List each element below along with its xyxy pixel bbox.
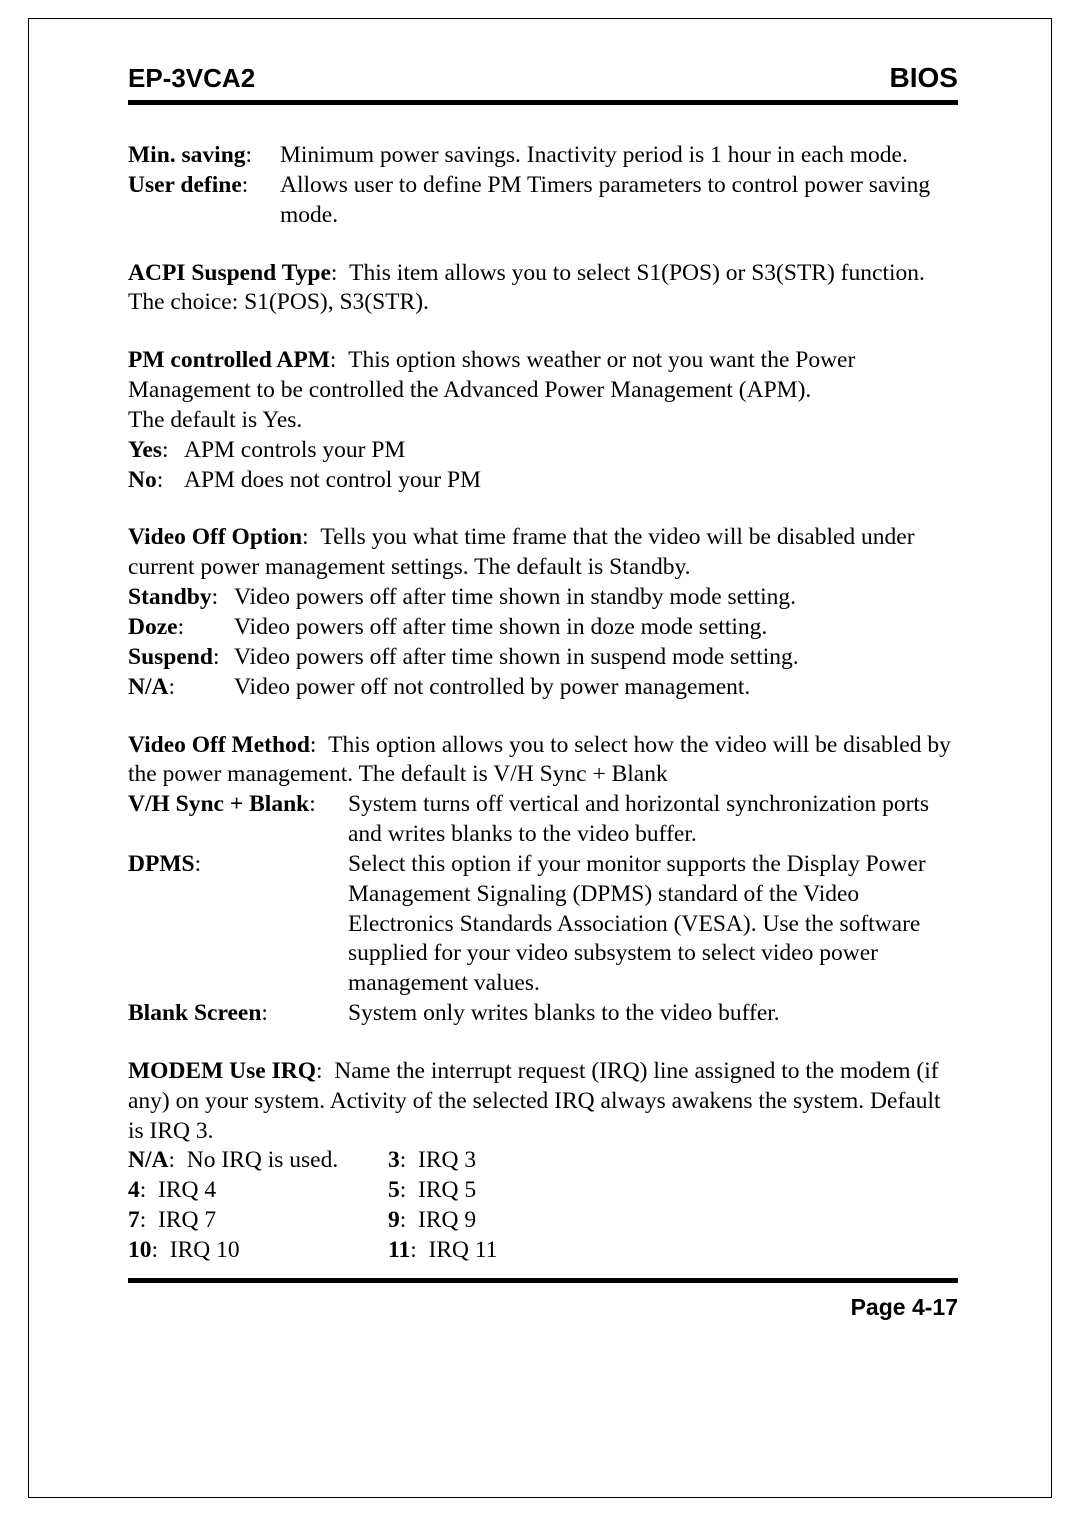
irq-row-1: 4: IRQ 4 5: IRQ 5: [128, 1176, 958, 1206]
pm-apm-yes-label: Yes:: [128, 436, 184, 466]
irq-row-3: 10: IRQ 10 11: IRQ 11: [128, 1236, 958, 1266]
header-left: EP-3VCA2: [128, 63, 255, 94]
header-rule: [128, 100, 958, 105]
vom-vh-label: V/H Sync + Blank:: [128, 790, 348, 850]
vom-blank-label: Blank Screen:: [128, 999, 348, 1029]
irq-row-0: N/A: No IRQ is used. 3: IRQ 3: [128, 1146, 958, 1176]
pm-apm-yes-row: Yes: APM controls your PM: [128, 436, 958, 466]
irq-cell-0-0: N/A: No IRQ is used.: [128, 1146, 388, 1176]
page-content: EP-3VCA2 BIOS Min. saving: Minimum power…: [128, 62, 958, 1322]
voo-standby-row: Standby: Video powers off after time sho…: [128, 583, 958, 613]
voo-suspend-text: Video powers off after time shown in sus…: [234, 643, 799, 673]
acpi-block: ACPI Suspend Type: This item allows you …: [128, 259, 958, 319]
voo-suspend-label: Suspend:: [128, 643, 234, 673]
acpi-line1: ACPI Suspend Type: This item allows you …: [128, 259, 958, 289]
modem-block: MODEM Use IRQ: Name the interrupt reques…: [128, 1057, 958, 1266]
voo-standby-text: Video powers off after time shown in sta…: [234, 583, 796, 613]
irq-cell-2-1: 9: IRQ 9: [388, 1206, 476, 1236]
voo-na-text: Video power off not controlled by power …: [234, 673, 750, 703]
min-user-block: Min. saving: Minimum power savings. Inac…: [128, 141, 958, 231]
vom-vh-text: System turns off vertical and horizontal…: [348, 790, 958, 850]
irq-grid: N/A: No IRQ is used. 3: IRQ 3 4: IRQ 4 5…: [128, 1146, 958, 1265]
irq-cell-1-0: 4: IRQ 4: [128, 1176, 388, 1206]
irq-cell-2-0: 7: IRQ 7: [128, 1206, 388, 1236]
vom-dpms-label: DPMS:: [128, 850, 348, 999]
irq-cell-0-1: 3: IRQ 3: [388, 1146, 476, 1176]
pm-apm-no-text: APM does not control your PM: [184, 466, 481, 496]
pm-apm-default: The default is Yes.: [128, 406, 958, 436]
min-saving-text: Minimum power savings. Inactivity period…: [280, 141, 908, 171]
page-header: EP-3VCA2 BIOS: [128, 62, 958, 100]
vom-dpms-row: DPMS: Select this option if your monitor…: [128, 850, 958, 999]
voo-doze-text: Video powers off after time shown in doz…: [234, 613, 767, 643]
pm-apm-block: PM controlled APM: This option shows wea…: [128, 346, 958, 495]
video-off-method-text: Video Off Method: This option allows you…: [128, 731, 958, 791]
user-define-label: User define:: [128, 171, 280, 231]
irq-cell-1-1: 5: IRQ 5: [388, 1176, 476, 1206]
voo-na-label: N/A:: [128, 673, 234, 703]
footer-rule: [128, 1278, 958, 1283]
pm-apm-yes-text: APM controls your PM: [184, 436, 405, 466]
vom-dpms-text: Select this option if your monitor suppo…: [348, 850, 958, 999]
acpi-line2: The choice: S1(POS), S3(STR).: [128, 288, 958, 318]
irq-cell-3-0: 10: IRQ 10: [128, 1236, 388, 1266]
voo-suspend-row: Suspend: Video powers off after time sho…: [128, 643, 958, 673]
body: Min. saving: Minimum power savings. Inac…: [128, 141, 958, 1322]
voo-na-row: N/A: Video power off not controlled by p…: [128, 673, 958, 703]
vom-vh-row: V/H Sync + Blank: System turns off verti…: [128, 790, 958, 850]
voo-doze-row: Doze: Video powers off after time shown …: [128, 613, 958, 643]
voo-doze-label: Doze:: [128, 613, 234, 643]
video-off-method-block: Video Off Method: This option allows you…: [128, 731, 958, 1029]
vom-blank-text: System only writes blanks to the video b…: [348, 999, 780, 1029]
min-saving-row: Min. saving: Minimum power savings. Inac…: [128, 141, 958, 171]
page-footer: Page 4-17: [128, 1293, 958, 1322]
vom-blank-row: Blank Screen: System only writes blanks …: [128, 999, 958, 1029]
modem-text: MODEM Use IRQ: Name the interrupt reques…: [128, 1057, 958, 1147]
irq-cell-3-1: 11: IRQ 11: [388, 1236, 497, 1266]
irq-row-2: 7: IRQ 7 9: IRQ 9: [128, 1206, 958, 1236]
min-saving-label: Min. saving:: [128, 141, 280, 171]
pm-apm-no-row: No: APM does not control your PM: [128, 466, 958, 496]
video-off-option-text: Video Off Option: Tells you what time fr…: [128, 523, 958, 583]
voo-standby-label: Standby:: [128, 583, 234, 613]
user-define-text: Allows user to define PM Timers paramete…: [280, 171, 958, 231]
pm-apm-no-label: No:: [128, 466, 184, 496]
header-right: BIOS: [890, 62, 958, 94]
video-off-option-block: Video Off Option: Tells you what time fr…: [128, 523, 958, 702]
pm-apm-text: PM controlled APM: This option shows wea…: [128, 346, 958, 406]
user-define-row: User define: Allows user to define PM Ti…: [128, 171, 958, 231]
